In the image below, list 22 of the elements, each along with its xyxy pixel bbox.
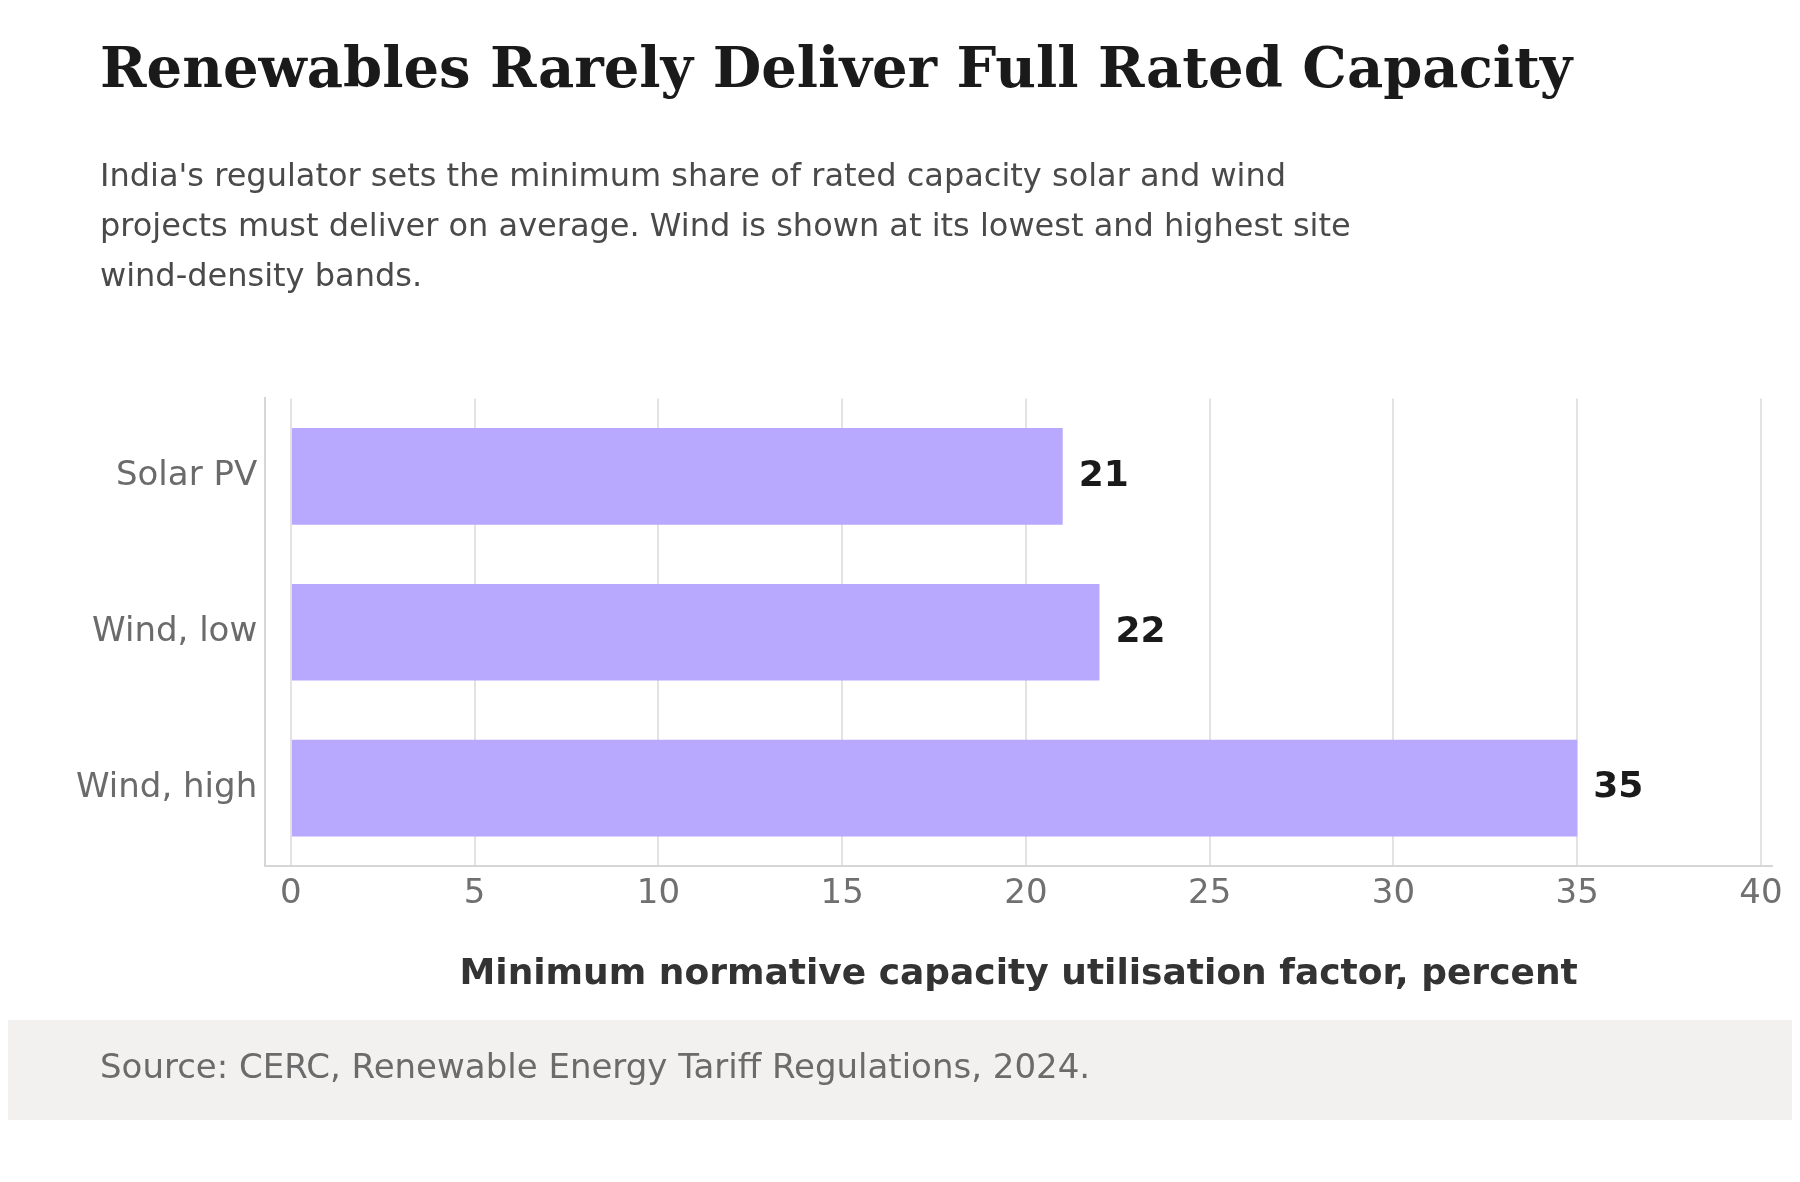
data-label: 22 [1115, 608, 1166, 650]
x-tick-label: 10 [636, 871, 681, 912]
x-tick-label: 20 [1004, 871, 1048, 912]
x-tick-label: 5 [463, 871, 486, 912]
data-label: 35 [1593, 764, 1644, 806]
chart-subtitle: India's regulator sets the minimum share of rated capacity solar and wind projects must deliver on average. Wind is shown at its lowest and highest site wind-density bands. [100, 155, 1352, 296]
x-tick-label: 15 [820, 871, 864, 912]
x-tick-label: 40 [1739, 871, 1783, 912]
data-label: 21 [1078, 452, 1129, 494]
y-tick-label: Wind, low [92, 609, 258, 650]
x-axis-title: Minimum normative capacity utilisation factor, percent [459, 950, 1578, 992]
bar [291, 739, 1578, 837]
x-tick-label: 35 [1555, 871, 1599, 912]
x-tick-label: 25 [1188, 871, 1232, 912]
source-note: Source: CERC, Renewable Energy Tariff Regulations, 2024. [100, 1046, 1092, 1086]
chart-title: Renewables Rarely Deliver Full Rated Capacity [100, 34, 1575, 100]
y-tick-label: Solar PV [115, 453, 258, 494]
x-tick-label: 0 [280, 871, 302, 912]
bar [291, 583, 1100, 681]
x-tick-label: 30 [1371, 871, 1416, 912]
y-tick-label: Wind, high [75, 764, 258, 805]
bar [291, 428, 1063, 525]
